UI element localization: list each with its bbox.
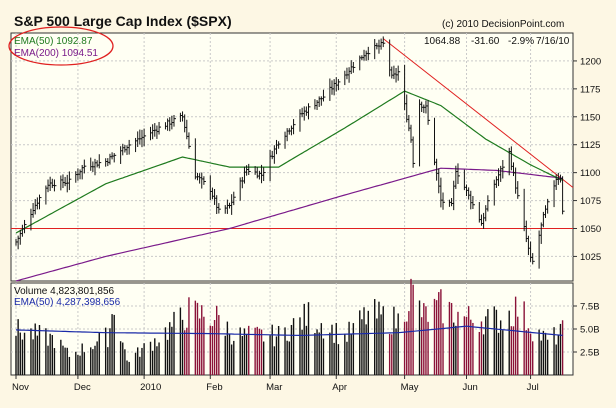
x-axis: Nov Dec 2010 Feb Mar Apr May Jun Jul (12, 375, 539, 393)
legend-ema200: EMA(200) 1094.51 (14, 48, 98, 59)
x-tick-label: Dec (74, 382, 91, 393)
y-tick-label: 1200 (580, 56, 601, 67)
x-tick-label: Jul (527, 382, 539, 393)
x-tick-label: 2010 (140, 382, 161, 393)
readout-close: 1064.88 (424, 36, 461, 47)
volume-y-tick-label: 2.5B (580, 348, 600, 359)
x-tick-label: Feb (206, 382, 222, 393)
volume-axis: 2.5B 5.0B 7.5B (573, 302, 600, 359)
ema200-line (15, 167, 563, 282)
y-tick-label: 1050 (580, 224, 601, 235)
price-bars (15, 36, 565, 269)
price-readout: 1064.88 -31.60 -2.9% 7/16/10 (424, 36, 570, 47)
legend-ema50: EMA(50) 1092.87 (14, 36, 93, 47)
x-tick-label: Nov (12, 382, 29, 393)
x-tick-label: Mar (266, 382, 282, 393)
legend-volume-ema: EMA(50) 4,287,398,656 (14, 297, 121, 308)
resistance-trendline (382, 38, 574, 188)
price-axis: 1025 1050 1075 1100 1125 1150 1175 1200 (573, 56, 601, 263)
volume-y-tick-label: 7.5B (580, 302, 600, 313)
readout-pct: -2.9% (508, 36, 534, 47)
price-panel (10, 32, 574, 282)
volume-y-tick-label: 5.0B (580, 325, 600, 336)
copyright: (c) 2010 DecisionPoint.com (442, 19, 564, 30)
readout-change: -31.60 (471, 36, 500, 47)
y-tick-label: 1025 (580, 252, 601, 263)
volume-ema50-line (15, 325, 563, 336)
x-tick-label: May (401, 382, 419, 393)
chart-title: S&P 500 Large Cap Index ($SPX) (14, 13, 232, 29)
ema50-line (15, 90, 563, 234)
x-tick-label: Jun (463, 382, 478, 393)
y-tick-label: 1175 (580, 84, 600, 95)
y-tick-label: 1150 (580, 112, 600, 123)
volume-bars (15, 278, 564, 375)
x-tick-label: Apr (332, 382, 347, 393)
y-tick-label: 1075 (580, 196, 601, 207)
y-tick-label: 1100 (580, 168, 600, 179)
legend-highlight-ellipse (8, 26, 114, 66)
y-tick-label: 1125 (580, 140, 600, 151)
readout-date: 7/16/10 (536, 36, 570, 47)
legend-volume: Volume 4,823,801,856 (14, 286, 115, 297)
